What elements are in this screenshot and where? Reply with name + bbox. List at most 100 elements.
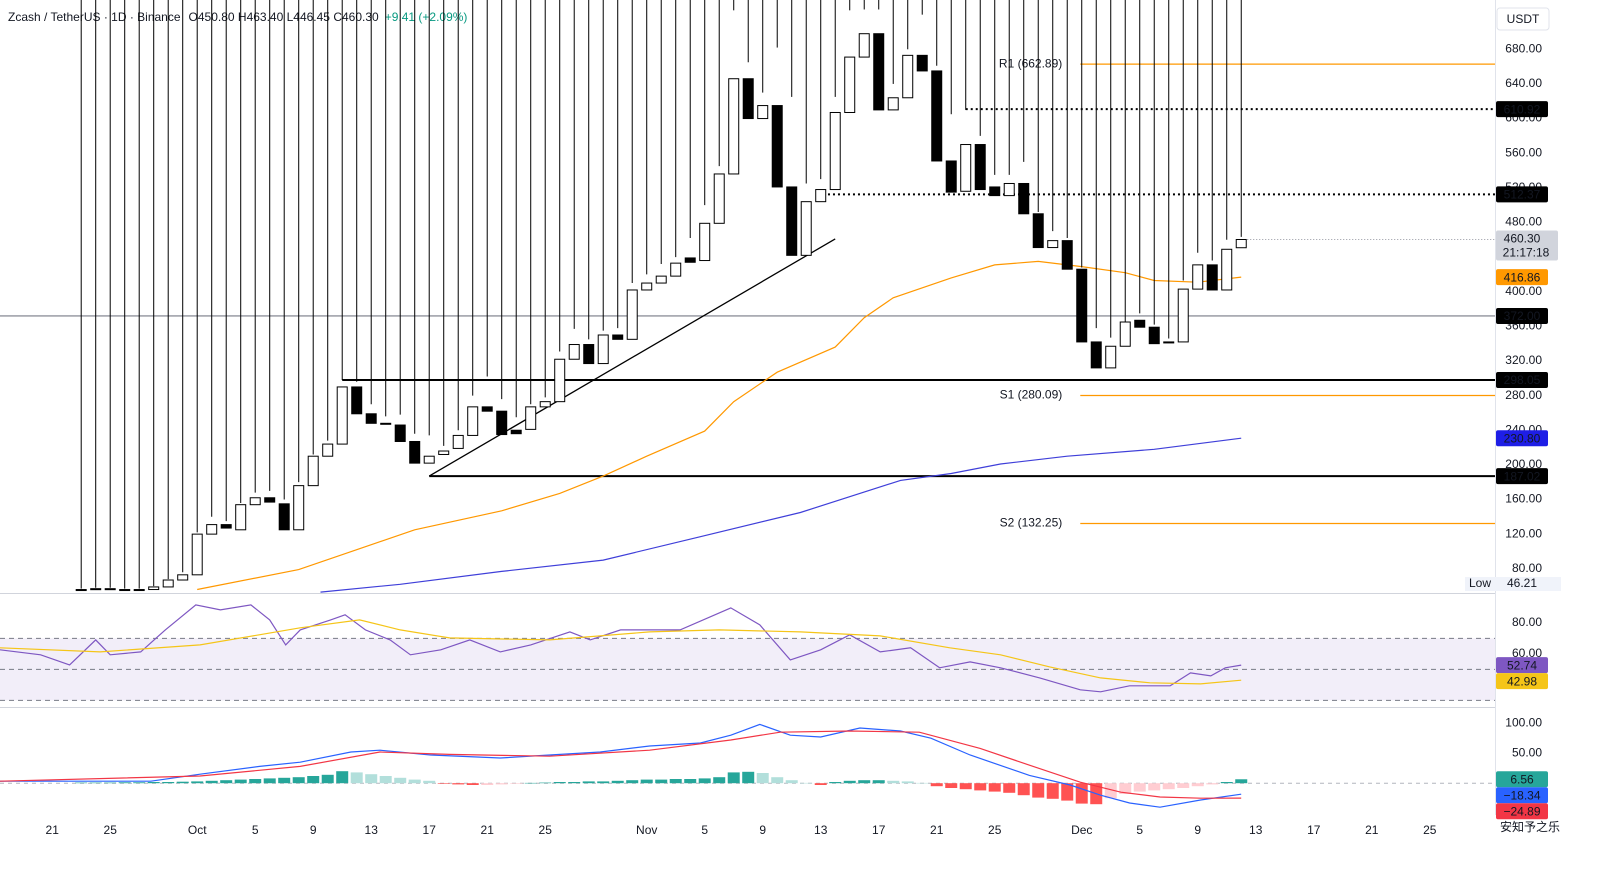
candle-body [133,589,145,592]
macd-tag: −24.89 [1503,804,1540,818]
candle-body [641,282,653,291]
candle-body [1119,321,1131,347]
candle-body [626,289,638,340]
watermark: 安知予之乐 [1500,819,1560,834]
candle-body [1047,240,1059,249]
histogram-bar [1133,783,1146,792]
histogram-bar [321,774,334,784]
x-tick-label: 25 [988,823,1002,837]
x-tick-label: 9 [310,823,317,837]
histogram-bar [785,780,798,784]
candle-body [1061,240,1073,270]
y-tick-label: 400.00 [1505,284,1542,298]
moving-average [197,260,1242,591]
candle-body [162,579,174,588]
x-tick-label: 17 [872,823,886,837]
candle-body [539,401,551,408]
macd-tag: −18.34 [1503,788,1540,802]
level-tag-bg [1496,307,1548,324]
y-tick-label: 120.00 [1505,526,1542,540]
pivot-label: S2 (132.25) [1000,516,1063,530]
candle-body [1163,341,1175,344]
candle-body [351,386,363,415]
candle-body [220,524,232,529]
histogram-bar [205,780,218,784]
histogram-bar [191,781,204,784]
candle-body [684,257,696,263]
histogram-bar [553,782,566,784]
histogram-bar [829,782,842,784]
histogram-bar [684,779,697,784]
histogram-bar [220,780,233,784]
candle-body [887,97,899,111]
candle-body [800,201,812,256]
histogram-bar [698,778,711,784]
histogram-bar [510,783,523,784]
candle-body [757,105,769,120]
histogram-bar [147,782,160,784]
histogram-bar [1191,783,1204,787]
candle-body [206,524,218,535]
histogram-bar [742,771,755,784]
x-tick-label: 21 [930,823,944,837]
histogram-bar [118,782,131,784]
x-tick-label: 5 [701,823,708,837]
candle-body [1003,182,1015,197]
candle-body [191,533,203,576]
candle-body [510,429,522,435]
candle-body [394,424,406,442]
candle-body [771,105,783,188]
level-tag-bg [1496,101,1548,118]
candle-body [235,504,247,531]
y-tick-label: 160.00 [1505,492,1542,506]
histogram-bar [800,782,813,784]
level-tag: 610.92 [1504,102,1541,116]
ma-tag: 230.80 [1504,431,1541,445]
macd-tag-bg [1496,787,1548,804]
candle-body [858,33,870,58]
histogram-bar [336,771,349,784]
x-tick-label: Nov [636,823,657,837]
candle-body [1105,345,1117,369]
candle-body [844,56,856,113]
x-tick-label: 13 [814,823,828,837]
y-tick-label: 320.00 [1505,353,1542,367]
low-bg [1465,577,1561,591]
histogram-bar [1206,783,1219,785]
y-tick-label: 280.00 [1505,388,1542,402]
candle-body [931,70,943,162]
candle-body [365,413,377,424]
x-tick-label: 21 [481,823,495,837]
histogram-bar [640,779,653,784]
candle-body [307,455,319,487]
histogram-bar [582,781,595,784]
x-tick-label: 5 [1136,823,1143,837]
histogram-bar [1162,783,1175,790]
histogram-bar [278,777,291,784]
candle-body [583,344,595,365]
level-tag: 512.37 [1504,188,1541,202]
candle-body [496,410,508,436]
candle-body [612,334,624,340]
x-tick-label: 9 [759,823,766,837]
histogram-bar [930,783,943,787]
rsi-line [0,619,1242,685]
histogram-bar [669,779,682,784]
ma-tag-bg [1496,269,1548,286]
histogram-bar [133,782,146,784]
histogram-bar [350,772,363,784]
low-value: 46.21 [1507,576,1537,590]
candle-body [249,497,261,506]
x-tick-label: Oct [188,823,207,837]
histogram-bar [176,781,189,784]
histogram-bar [887,780,900,784]
candle-body [1076,268,1088,343]
candle-body [655,275,667,284]
histogram-bar [162,782,175,784]
histogram-bar [481,783,494,785]
x-tick-label: 13 [365,823,379,837]
x-tick-label: 25 [1423,823,1437,837]
histogram-bar [466,783,479,785]
candle-body [525,406,537,430]
histogram-bar [1148,783,1161,791]
